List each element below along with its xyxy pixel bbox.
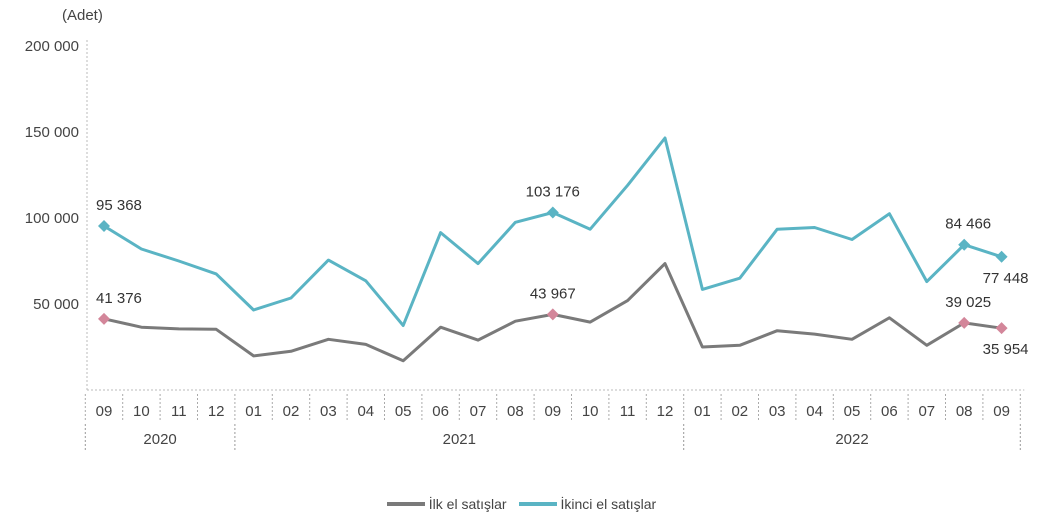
x-tick-label: 09 bbox=[993, 403, 1010, 420]
x-tick-label: 12 bbox=[208, 403, 225, 420]
x-tick-label: 01 bbox=[694, 403, 711, 420]
legend-label-first-hand: İlk el satışlar bbox=[428, 496, 507, 512]
x-tick-label: 04 bbox=[357, 403, 374, 420]
y-tick-label: 200 000 bbox=[25, 38, 79, 55]
data-marker-second-hand bbox=[546, 206, 559, 219]
x-tick-label: 03 bbox=[769, 403, 786, 420]
x-tick-label: 03 bbox=[320, 403, 337, 420]
data-label: 95 368 bbox=[96, 197, 142, 214]
x-tick-label: 02 bbox=[283, 403, 300, 420]
data-label: 77 448 bbox=[983, 270, 1029, 287]
data-label: 39 025 bbox=[945, 294, 991, 311]
line-chart: (Adet) 200 000 150 000 100 000 50 000 09 10 1… bbox=[25, 7, 1029, 452]
x-tick-label: 04 bbox=[806, 403, 823, 420]
y-tick-label: 100 000 bbox=[25, 210, 79, 227]
legend-item-first-hand: İlk el satışlar bbox=[386, 496, 507, 512]
year-label: 2022 bbox=[835, 431, 868, 448]
x-axis: 09 10 11 12 01 02 03 04 05 06 07 08 09 10 11 12 01 02 03 04… bbox=[84, 389, 1025, 452]
x-tick-label: 10 bbox=[582, 403, 599, 420]
x-tick-label: 10 bbox=[133, 403, 150, 420]
x-tick-label: 11 bbox=[171, 403, 187, 420]
data-marker-first-hand bbox=[958, 316, 971, 329]
y-tick-label: 50 000 bbox=[33, 296, 79, 313]
x-tick-label: 11 bbox=[620, 403, 636, 420]
data-label: 84 466 bbox=[945, 216, 991, 233]
data-marker-first-hand bbox=[98, 312, 110, 325]
data-label: 41 376 bbox=[96, 290, 142, 307]
x-tick-label: 06 bbox=[432, 403, 449, 420]
data-marker-second-hand bbox=[995, 250, 1008, 263]
series-layer bbox=[103, 136, 1003, 363]
x-tick-label: 01 bbox=[245, 403, 262, 420]
x-tick-label: 05 bbox=[395, 403, 412, 420]
x-tick-label: 09 bbox=[96, 403, 113, 420]
year-label: 2020 bbox=[143, 431, 176, 448]
data-label: 43 967 bbox=[530, 285, 576, 302]
data-marker-first-hand bbox=[995, 322, 1008, 335]
x-tick-label: 08 bbox=[507, 403, 524, 420]
y-tick-label: 150 000 bbox=[25, 124, 79, 141]
year-label: 2021 bbox=[443, 431, 476, 448]
data-label: 103 176 bbox=[526, 184, 580, 201]
legend-swatch-first-hand bbox=[386, 502, 425, 506]
x-tick-label: 02 bbox=[731, 403, 748, 420]
data-marker-second-hand bbox=[958, 238, 971, 251]
data-labels: 95 368 103 176 84 466 77 448 41 376 43 967 39 … bbox=[96, 184, 1029, 359]
x-tick-label: 12 bbox=[657, 403, 674, 420]
data-label: 35 954 bbox=[983, 341, 1029, 358]
y-axis-unit-label: (Adet) bbox=[62, 7, 103, 24]
legend-label-second-hand: İkinci el satışlar bbox=[560, 496, 657, 512]
x-tick-label: 07 bbox=[470, 403, 487, 420]
data-marker-second-hand bbox=[98, 219, 110, 232]
x-tick-label: 08 bbox=[956, 403, 973, 420]
y-axis: 200 000 150 000 100 000 50 000 bbox=[25, 38, 88, 390]
x-tick-label: 09 bbox=[544, 403, 561, 420]
x-tick-label: 07 bbox=[918, 403, 935, 420]
legend-swatch-second-hand bbox=[518, 502, 557, 506]
x-tick-label: 05 bbox=[844, 403, 861, 420]
legend-item-second-hand: İkinci el satışlar bbox=[518, 496, 657, 512]
legend: İlk el satışlar İkinci el satışlar bbox=[0, 493, 1043, 512]
x-tick-label: 06 bbox=[881, 403, 898, 420]
data-marker-first-hand bbox=[546, 308, 559, 321]
